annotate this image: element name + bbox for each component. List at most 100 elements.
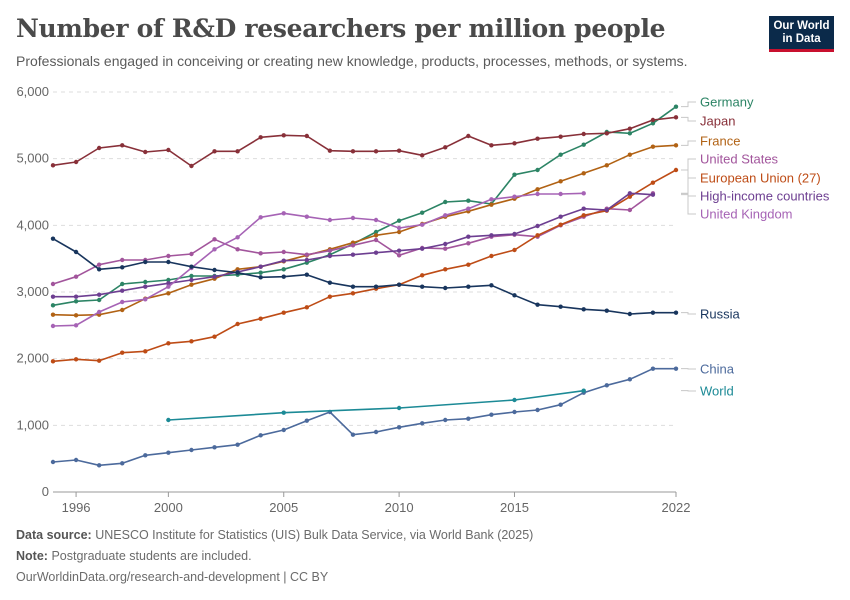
- series-label: High-income countries: [700, 189, 830, 204]
- data-point: [166, 284, 171, 289]
- data-point: [120, 281, 125, 287]
- data-point: [373, 233, 379, 238]
- data-point: [650, 121, 656, 126]
- data-point: [120, 350, 125, 355]
- data-point: [166, 291, 171, 296]
- owid-logo[interactable]: Our World in Data: [769, 16, 834, 52]
- data-point: [373, 149, 379, 154]
- data-point: [96, 463, 102, 468]
- data-point: [304, 305, 310, 310]
- data-point: [304, 252, 310, 257]
- data-point: [443, 199, 448, 205]
- data-point: [96, 262, 102, 267]
- data-point: [535, 233, 540, 238]
- data-point: [96, 292, 102, 297]
- credit-link[interactable]: OurWorldinData.org/research-and-developm…: [16, 570, 329, 584]
- data-point: [143, 297, 148, 302]
- y-tick-label: 3,000: [16, 284, 49, 299]
- data-point: [650, 144, 656, 149]
- data-point: [373, 284, 379, 289]
- data-point: [143, 284, 148, 289]
- logo-line-2: in Data: [782, 32, 821, 45]
- series-line: [52, 116, 677, 167]
- data-point: [327, 148, 333, 153]
- data-point: [350, 149, 356, 154]
- data-point: [258, 264, 263, 269]
- data-point: [212, 247, 217, 252]
- label-connector: [681, 169, 696, 179]
- y-tick-label: 2,000: [16, 351, 49, 366]
- data-point: [581, 171, 586, 176]
- data-point: [327, 294, 333, 299]
- data-point: [466, 234, 471, 239]
- data-point: [189, 251, 194, 257]
- series-line: [52, 192, 654, 285]
- data-point: [558, 214, 563, 219]
- data-point: [627, 126, 633, 131]
- x-tick-label: 2010: [385, 500, 414, 515]
- label-connector: [681, 101, 696, 108]
- data-point: [627, 311, 633, 317]
- data-point: [535, 167, 540, 173]
- data-point: [143, 149, 148, 155]
- data-point: [443, 246, 448, 251]
- data-point: [443, 241, 448, 247]
- data-point: [466, 198, 471, 203]
- data-point: [212, 237, 217, 242]
- data-point: [350, 215, 356, 221]
- data-point: [673, 310, 679, 315]
- data-point: [166, 259, 171, 265]
- data-point: [373, 217, 379, 223]
- data-point: [304, 418, 310, 423]
- data-point: [535, 223, 540, 229]
- data-point: [581, 142, 586, 147]
- data-point: [373, 429, 379, 435]
- x-tick-label: 1996: [62, 500, 91, 515]
- data-point: [466, 262, 471, 267]
- data-point: [558, 222, 563, 227]
- data-point: [327, 280, 333, 285]
- data-point: [235, 321, 240, 327]
- series-label: China: [700, 362, 735, 377]
- y-tick-label: 0: [42, 484, 49, 499]
- data-point: [512, 293, 517, 298]
- data-point: [166, 147, 171, 153]
- data-point: [281, 249, 286, 255]
- data-point: [581, 307, 586, 312]
- data-point: [466, 133, 471, 139]
- data-point: [189, 339, 194, 344]
- data-point: [373, 229, 379, 235]
- data-point: [120, 461, 125, 466]
- data-point: [166, 341, 171, 346]
- note-label: Note:: [16, 549, 48, 563]
- data-point: [235, 247, 240, 252]
- data-point: [419, 421, 425, 426]
- data-point: [419, 246, 425, 251]
- data-point: [73, 294, 79, 299]
- data-point: [489, 253, 494, 259]
- x-tick-label: 2022: [662, 500, 691, 515]
- data-point: [581, 131, 586, 137]
- series-line: [52, 192, 584, 327]
- y-tick-label: 1,000: [16, 417, 49, 432]
- data-point: [627, 152, 633, 157]
- data-point: [419, 284, 425, 289]
- x-tick-label: 2015: [500, 500, 529, 515]
- data-point: [581, 388, 586, 393]
- data-point: [489, 412, 494, 417]
- data-point: [281, 267, 286, 272]
- data-point: [50, 281, 56, 287]
- series-line: [52, 238, 676, 315]
- data-point: [304, 133, 310, 139]
- data-point: [166, 450, 171, 455]
- chart-subtitle: Professionals engaged in conceiving or c…: [16, 53, 688, 69]
- label-connector: [681, 192, 696, 215]
- data-point: [73, 299, 79, 304]
- data-point: [419, 273, 425, 278]
- data-point: [235, 149, 240, 154]
- data-point: [189, 282, 194, 287]
- data-point: [673, 143, 679, 148]
- data-point: [258, 251, 263, 256]
- x-tick-label: 2000: [154, 500, 183, 515]
